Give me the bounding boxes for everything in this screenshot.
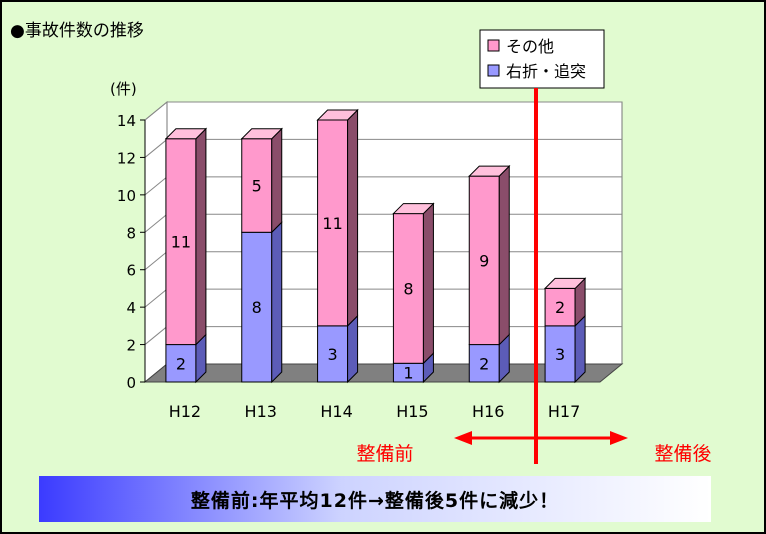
legend-swatch: [487, 39, 500, 52]
arrow-head-right: [610, 431, 628, 445]
label-before: 整備前: [356, 443, 413, 465]
bar-side: [498, 164, 510, 346]
y-tick-label: 12: [117, 149, 136, 167]
chart-svg: 0 2 4 6 8 10 12 14 (件) 2 11 H12 8 5 H13 3 11 H14 1 8 H15 2 9 H1…: [110, 29, 712, 465]
x-tick-label: H16: [472, 402, 504, 421]
gridline-side: [144, 101, 168, 121]
legend-swatch: [487, 64, 500, 77]
bar-top: [316, 109, 359, 121]
data-label: 5: [252, 177, 262, 196]
gridline-side: [144, 288, 168, 308]
bar-side: [347, 314, 359, 384]
bar-top: [240, 128, 283, 140]
data-label: 11: [322, 214, 342, 233]
label-after: 整備後: [654, 443, 711, 465]
x-tick-label: H15: [396, 402, 428, 421]
x-tick-label: H13: [245, 402, 277, 421]
data-label: 9: [479, 251, 489, 270]
summary-text: 整備前:年平均12件→整備後5件に減少！: [190, 489, 560, 512]
gridline-side: [144, 251, 168, 271]
bar-top: [392, 203, 435, 215]
data-label: 1: [403, 364, 413, 383]
legend-label: 右折・追突: [506, 62, 586, 81]
bar-segment: [392, 213, 424, 364]
bar-side: [422, 202, 434, 365]
bar-top: [543, 277, 587, 289]
y-tick-label: 6: [126, 262, 136, 280]
y-tick-label: 10: [117, 187, 136, 205]
gridline-side: [144, 326, 168, 345]
bar-segment: [165, 344, 197, 383]
x-tick-label: H12: [169, 402, 201, 421]
plot-side-wall: [144, 100, 168, 384]
gridline-side: [144, 139, 168, 158]
bar-side: [271, 127, 283, 234]
bar-top: [164, 128, 208, 140]
bar-side: [195, 127, 207, 346]
y-tick-label: 0: [126, 374, 136, 392]
bar-segment: [317, 325, 349, 383]
page-title: ●事故件数の推移: [10, 21, 144, 41]
legend-label: その他: [506, 37, 554, 56]
x-tick-label: H14: [320, 402, 352, 421]
bar-side: [347, 108, 359, 328]
data-label: 2: [555, 298, 565, 317]
data-label: 8: [403, 279, 413, 298]
arrow-head-left: [454, 431, 472, 445]
data-label: 3: [555, 345, 565, 364]
bar-segment: [317, 119, 349, 327]
bar-side: [574, 314, 586, 384]
bar-segment: [468, 175, 500, 346]
data-label: 3: [327, 345, 337, 364]
data-label: 2: [479, 354, 489, 373]
data-label: 2: [176, 354, 186, 373]
data-label: 8: [252, 298, 262, 317]
y-tick-label: 14: [117, 112, 136, 130]
bar-top: [468, 165, 511, 177]
bar-segment: [165, 138, 197, 346]
y-tick-label: 4: [126, 299, 136, 317]
y-tick-label: 8: [126, 224, 136, 242]
gridline-side: [144, 213, 168, 233]
bar-side: [271, 221, 283, 384]
summary-banner: 整備前:年平均12件→整備後5件に減少！: [39, 476, 711, 522]
bar-segment: [241, 138, 273, 233]
x-tick-label: H17: [548, 402, 580, 421]
y-tick-label: 2: [126, 337, 136, 355]
data-label: 11: [171, 233, 191, 252]
y-axis-title: (件): [110, 80, 137, 98]
gridline-side: [144, 176, 168, 196]
legend-box: [479, 29, 605, 89]
